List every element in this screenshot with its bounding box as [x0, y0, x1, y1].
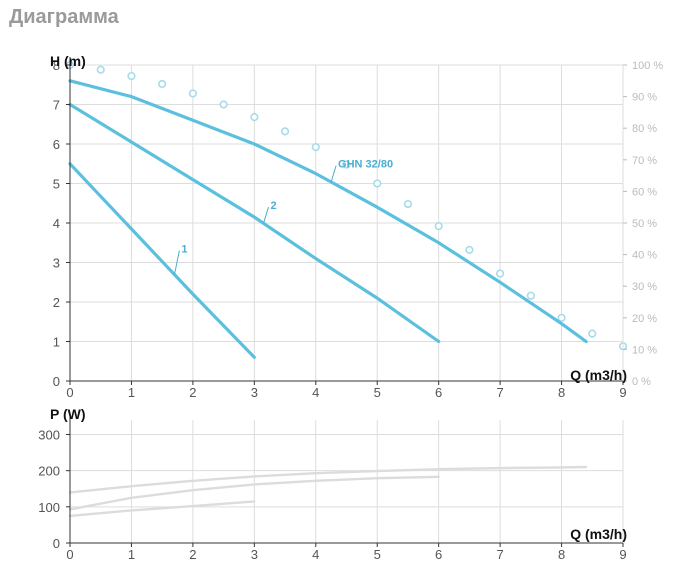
- power-x-tick-label: 1: [128, 547, 135, 562]
- head-x-tick-label: 2: [189, 385, 196, 400]
- power-y-tick-label: 100: [38, 500, 60, 515]
- head-x-tick-label: 7: [496, 385, 503, 400]
- head-y2-tick-label: 50 %: [632, 218, 657, 230]
- power-y-tick-label: 200: [38, 464, 60, 479]
- series-label: GHN 32/80: [338, 159, 393, 171]
- head-y2-tick-label: 70 %: [632, 155, 657, 167]
- series-label: 2: [270, 200, 276, 212]
- efficiency-dot: [342, 160, 351, 169]
- head-y2-tick-label: 20 %: [632, 313, 657, 325]
- power-x-tick-label: 4: [312, 547, 319, 562]
- power-axes: 0 1 2 3 4 5 6 7 8 9 0 100 200 300 P (W) Q (m3/h): [38, 406, 627, 562]
- head-y2-tick-label: 30 %: [632, 281, 657, 293]
- head-x-tick-label: 3: [251, 385, 258, 400]
- power-x-tick-label: 3: [251, 547, 258, 562]
- power-x-tick-label: 5: [374, 547, 381, 562]
- efficiency-dot: [496, 269, 505, 278]
- head-y2-tick-label: 80 %: [632, 123, 657, 135]
- head-series-line: [68, 79, 588, 344]
- efficiency-dot: [526, 291, 535, 300]
- head-y2-tick-label: 0 %: [632, 376, 651, 388]
- power-series: [68, 465, 588, 518]
- head-y-tick-label: 8: [53, 58, 60, 73]
- power-x-tick-label: 8: [558, 547, 565, 562]
- power-x-axis-label: Q (m3/h): [570, 526, 627, 542]
- head-x-tick-label: 4: [312, 385, 319, 400]
- efficiency-dot: [311, 143, 320, 152]
- series-label: 1: [181, 244, 187, 256]
- head-y-tick-label: 3: [53, 256, 60, 271]
- efficiency-dot: [434, 222, 443, 231]
- head-y2-tick-label: 10 %: [632, 344, 657, 356]
- head-x-tick-label: 6: [435, 385, 442, 400]
- head-series: 1 2 GHN 32/80: [68, 79, 588, 359]
- head-y2-tick-label: 40 %: [632, 250, 657, 262]
- head-y-tick-label: 2: [53, 295, 60, 310]
- head-x-tick-label: 5: [374, 385, 381, 400]
- head-grid: [70, 64, 624, 381]
- head-y-tick-label: 6: [53, 137, 60, 152]
- power-grid: [70, 420, 624, 543]
- efficiency-dot: [403, 199, 413, 209]
- efficiency-dot: [188, 89, 197, 98]
- head-y2-tick-label: 90 %: [632, 92, 657, 104]
- power-series-line: [68, 500, 256, 518]
- head-x-tick-label: 1: [128, 385, 135, 400]
- head-y2-tick-label: 60 %: [632, 186, 657, 198]
- head-x-tick-label: 9: [619, 385, 626, 400]
- efficiency-dot: [250, 113, 259, 122]
- power-y-axis-label: P (W): [50, 406, 86, 422]
- power-y-tick-label: 300: [38, 427, 60, 442]
- power-x-tick-label: 0: [66, 547, 73, 562]
- efficiency-dot: [588, 329, 597, 338]
- power-series-line: [68, 465, 588, 494]
- head-x-axis-label: Q (m3/h): [570, 367, 627, 383]
- head-y2-tick-label: 100 %: [632, 60, 663, 72]
- efficiency-dot: [557, 313, 566, 322]
- head-y-axis-label: H (m): [50, 53, 86, 69]
- head-y-tick-label: 7: [53, 98, 60, 113]
- series-label-leader: [330, 165, 337, 183]
- efficiency-dot: [280, 127, 290, 136]
- power-x-tick-label: 9: [619, 547, 626, 562]
- efficiency-dot: [219, 100, 228, 109]
- page-title: Диаграмма: [9, 6, 119, 28]
- head-y-tick-label: 0: [53, 374, 60, 389]
- power-series-line: [68, 475, 440, 511]
- power-chart: 0 1 2 3 4 5 6 7 8 9 0 100 200 300 P (W) Q (m3/h): [38, 406, 627, 562]
- head-y-tick-label: 4: [53, 216, 60, 231]
- efficiency-dot: [96, 65, 105, 74]
- efficiency-dot: [127, 71, 136, 81]
- head-series-line: [68, 162, 256, 359]
- series-label-leader: [263, 207, 269, 224]
- head-y-tick-label: 5: [53, 177, 60, 192]
- efficiency-dot: [158, 79, 167, 89]
- head-x-tick-label: 8: [558, 385, 565, 400]
- power-y-tick-label: 0: [53, 536, 60, 551]
- head-y-tick-label: 1: [53, 335, 60, 350]
- efficiency-dot: [465, 245, 474, 254]
- efficiency-dots: [65, 60, 628, 351]
- series-label-leader: [173, 250, 180, 275]
- efficiency-dot: [373, 179, 382, 188]
- power-x-tick-label: 6: [435, 547, 442, 562]
- head-series-line: [68, 102, 441, 344]
- power-x-tick-label: 2: [189, 547, 196, 562]
- head-x-tick-label: 0: [66, 385, 73, 400]
- power-x-tick-label: 7: [496, 547, 503, 562]
